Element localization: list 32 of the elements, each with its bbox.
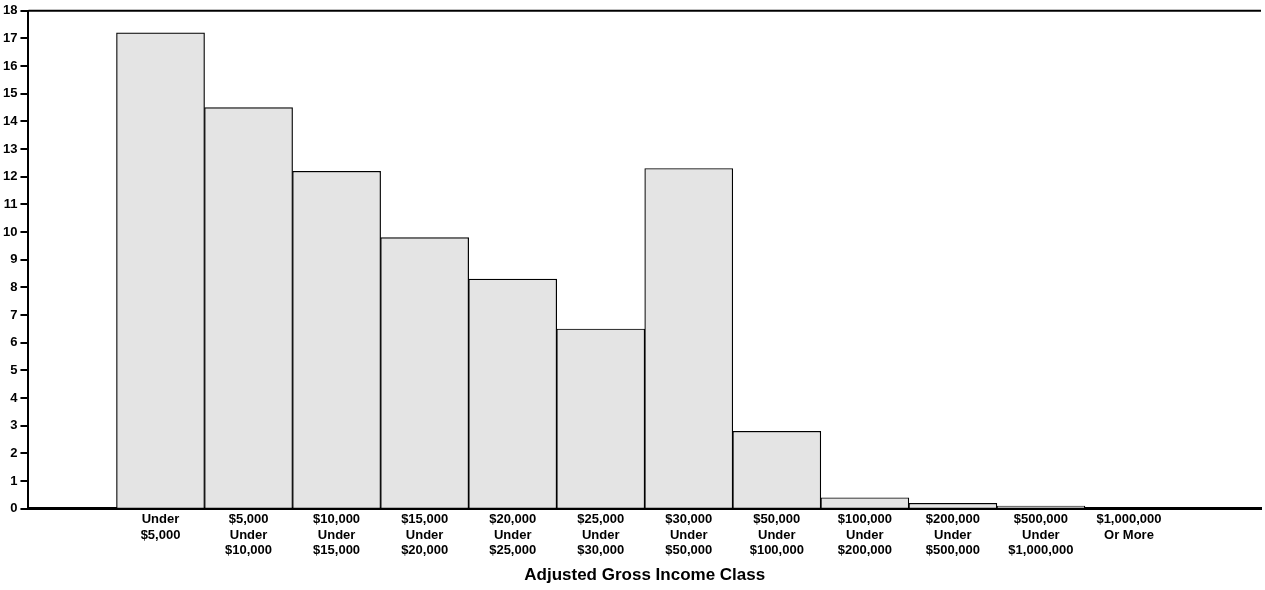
y-tick-label: 1 — [10, 472, 18, 488]
y-tick-label: 2 — [10, 445, 18, 461]
y-tick-label: 14 — [2, 113, 19, 129]
x-tick-label: $30,000 Under $50,000 — [665, 511, 713, 558]
y-tick-label: 10 — [2, 223, 18, 239]
x-axis-title: Adjusted Gross Income Class — [524, 565, 766, 585]
y-tick-label: 15 — [2, 85, 18, 101]
y-tick-label: 0 — [10, 500, 18, 516]
y-tick-label: 5 — [10, 362, 18, 378]
y-tick-label: 9 — [10, 251, 18, 267]
x-tick-label: $500,000 Under $1,000,000 — [1008, 511, 1074, 558]
y-tick-label: 6 — [10, 334, 18, 350]
x-tick-label: $5,000 Under $10,000 — [225, 511, 273, 558]
x-tick-label: $50,000 Under $100,000 — [749, 511, 804, 558]
y-tick-label: 11 — [3, 196, 18, 212]
y-tick-label: 8 — [10, 279, 18, 295]
x-tick-label: $100,000 Under $200,000 — [837, 511, 892, 558]
y-tick-label: 7 — [10, 306, 18, 322]
y-tick-label: 13 — [2, 140, 18, 156]
y-tick-label: 3 — [10, 417, 18, 433]
x-tick-label: Under $5,000 — [140, 511, 181, 542]
y-tick-label: 17 — [2, 30, 18, 46]
x-tick-label: $1,000,000 Or More — [1096, 511, 1162, 542]
y-tick-label: 16 — [2, 57, 18, 73]
x-tick-label: $20,000 Under $25,000 — [489, 511, 537, 558]
y-tick-label: 12 — [2, 168, 18, 184]
y-tick-label: 4 — [10, 389, 19, 405]
x-tick-label: $15,000 Under $20,000 — [401, 511, 449, 558]
y-tick-label: 18 — [2, 2, 18, 18]
x-tick-label: $25,000 Under $30,000 — [577, 511, 625, 558]
x-tick-label: $10,000 Under $15,000 — [313, 511, 361, 558]
x-tick-label: $200,000 Under $500,000 — [925, 511, 980, 558]
